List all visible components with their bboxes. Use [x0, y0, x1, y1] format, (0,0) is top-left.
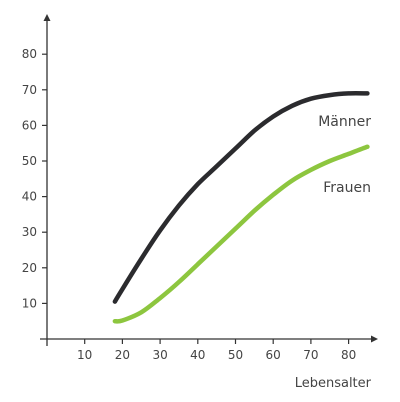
- chart-series: [112, 91, 370, 324]
- y-tick-label: 20: [22, 261, 37, 275]
- x-axis-arrowhead: [371, 335, 378, 343]
- y-tick-label: 60: [22, 118, 37, 132]
- y-tick-label: 30: [22, 225, 37, 239]
- x-tick-label: 70: [303, 348, 318, 362]
- x-axis-title: Lebensalter: [295, 376, 372, 391]
- x-tick-label: 40: [190, 348, 205, 362]
- x-tick-label: 80: [341, 348, 356, 362]
- series-line-frauen: [112, 144, 370, 324]
- x-tick-label: 10: [77, 348, 92, 362]
- y-axis-arrowhead: [43, 14, 51, 21]
- chart-axes: [40, 14, 378, 346]
- y-tick-label: 70: [22, 83, 37, 97]
- y-tick-label: 40: [22, 190, 37, 204]
- y-tick-label: 80: [22, 47, 37, 61]
- x-tick-label: 50: [228, 348, 243, 362]
- series-labels: Männer Frauen: [318, 114, 371, 196]
- x-tick-label: 60: [266, 348, 281, 362]
- y-axis-ticks: 10 20 30 40 50 60 70 80: [22, 47, 47, 310]
- series-label-frauen: Frauen: [323, 180, 371, 196]
- x-axis-ticks: 10 20 30 40 50 60 70 80: [77, 339, 356, 362]
- x-tick-label: 30: [152, 348, 167, 362]
- x-tick-label: 20: [115, 348, 130, 362]
- y-tick-label: 10: [22, 296, 37, 310]
- series-line-maenner: [112, 91, 370, 304]
- series-label-maenner: Männer: [318, 114, 371, 130]
- y-tick-label: 50: [22, 154, 37, 168]
